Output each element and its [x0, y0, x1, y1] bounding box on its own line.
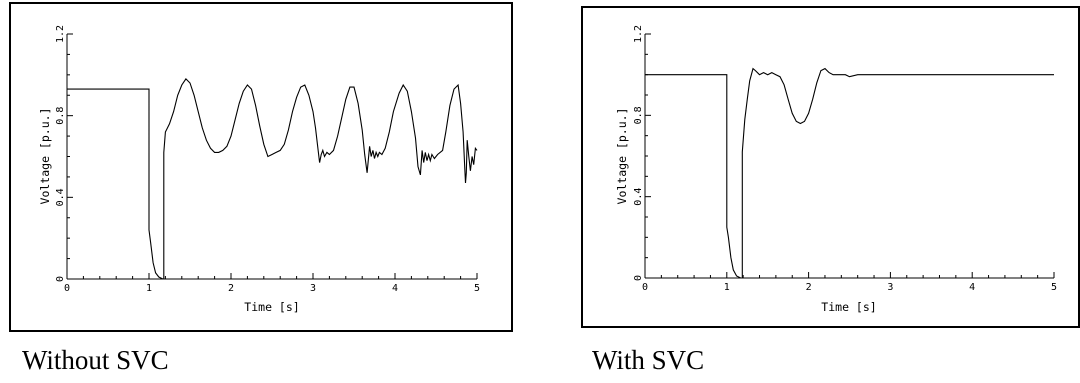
- x-tick-label: 0: [642, 282, 648, 293]
- x-axis-label: Time [s]: [821, 300, 876, 314]
- chart-with-svc: 0 1 2 3 4 5 0 0.4 0.8 1.2 Time [s] Voltage [p.u.]: [581, 6, 1080, 328]
- x-tick-label: 0: [64, 283, 70, 294]
- caption-with-svc: With SVC: [592, 345, 705, 375]
- y-tick-label: 0.8: [633, 106, 644, 124]
- x-axis-label: Time [s]: [244, 300, 299, 314]
- y-axis-label: Voltage [p.u.]: [615, 108, 629, 205]
- x-tick-label: 1: [146, 283, 152, 294]
- y-tick-label: 1.2: [633, 25, 644, 43]
- y-tick-label: 0.4: [55, 188, 66, 206]
- x-tick-label: 2: [228, 283, 234, 294]
- chart-with-svc-plot: 0 1 2 3 4 5 0 0.4 0.8 1.2 Time [s] Voltage [p.u.]: [615, 25, 1057, 314]
- y-tick-label: 0: [633, 275, 644, 281]
- x-tick-label: 5: [1051, 282, 1057, 293]
- y-tick-label: 0.4: [633, 188, 644, 206]
- y-axis-label: Voltage [p.u.]: [38, 108, 52, 205]
- x-tick-label: 5: [474, 283, 480, 294]
- y-tick-label: 0.8: [55, 107, 66, 125]
- caption-without-svc: Without SVC: [22, 345, 169, 375]
- x-tick-label: 3: [887, 282, 893, 293]
- x-tick-label: 2: [806, 282, 812, 293]
- voltage-series-line: [67, 78, 478, 280]
- chart-without-svc-plot: 0 1 2 3 4 5 0 0.4 0.8 1.2 Time [s] Voltage [p.u.]: [38, 25, 480, 314]
- y-tick-label: 0: [55, 276, 66, 282]
- x-tick-label: 4: [392, 283, 398, 294]
- x-tick-label: 4: [969, 282, 975, 293]
- x-tick-label: 3: [310, 283, 316, 294]
- chart-without-svc: 0 1 2 3 4 5 0 0.4 0.8 1.2 Time [s] Voltage [p.u.]: [9, 2, 513, 332]
- voltage-series-line: [645, 67, 1054, 279]
- y-tick-label: 1.2: [55, 25, 66, 43]
- x-tick-label: 1: [724, 282, 730, 293]
